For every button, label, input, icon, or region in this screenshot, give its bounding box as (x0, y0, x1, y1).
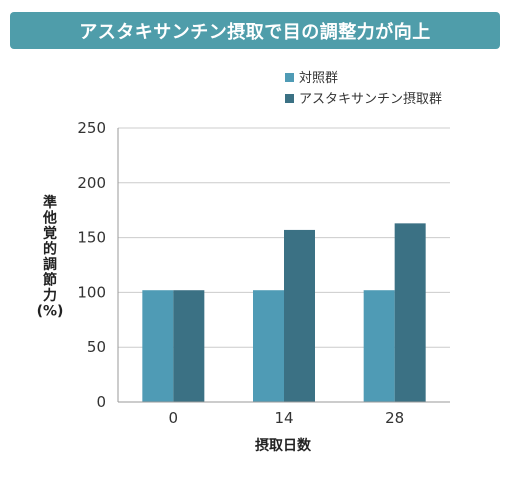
bar-control (142, 290, 174, 402)
bar-treatment (284, 229, 315, 402)
x-axis-ticks: 0 14 28 (169, 409, 405, 427)
x-axis-title: 摂取日数 (255, 437, 312, 454)
y-axis-title-char: 他 (42, 210, 57, 227)
y-axis-title-char: 力 (43, 287, 57, 304)
axes (117, 128, 450, 403)
y-tick-label: 200 (77, 174, 106, 192)
chart-title: アスタキサンチン摂取で目の調整力が向上 (79, 21, 431, 43)
bar-control (363, 290, 395, 402)
y-tick-label: 100 (77, 283, 106, 301)
y-axis-title-char: 覚 (43, 225, 57, 242)
legend-swatch-control (285, 73, 294, 82)
y-axis-title-char: 的 (43, 241, 57, 258)
x-tick-label: 28 (385, 409, 404, 427)
y-tick-label: 150 (77, 229, 106, 247)
y-tick-label: 50 (87, 338, 106, 356)
y-axis-title-char: (%) (37, 304, 64, 320)
y-tick-label: 0 (96, 393, 106, 411)
legend-label: 対照群 (299, 71, 338, 86)
y-axis-title-char: 調 (43, 256, 57, 273)
y-axis-ticks: 0 50 100 150 200 250 (77, 119, 106, 411)
y-axis-title-char: 節 (43, 272, 57, 289)
bar-control (253, 290, 284, 402)
legend-swatch-treatment (285, 94, 294, 103)
y-axis-title-char: 準 (43, 194, 57, 211)
y-tick-label: 250 (77, 119, 106, 137)
bars (142, 223, 426, 402)
chart-title-banner: アスタキサンチン摂取で目の調整力が向上 (10, 12, 500, 49)
legend-label: アスタキサンチン摂取群 (299, 91, 442, 107)
bar-treatment (394, 223, 426, 402)
x-tick-label: 0 (169, 409, 179, 427)
x-tick-label: 14 (274, 409, 293, 427)
bar-treatment (173, 290, 205, 402)
